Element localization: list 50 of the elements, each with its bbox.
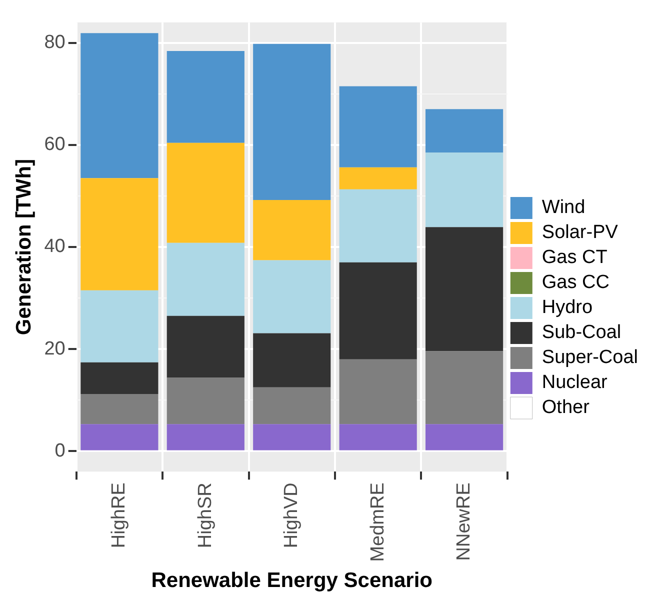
- bar: [80, 362, 158, 394]
- bar: [339, 359, 417, 424]
- bar: [166, 316, 244, 378]
- bar: [425, 109, 504, 153]
- bar: [339, 189, 417, 262]
- x-tick-label: HighSR: [194, 482, 216, 548]
- legend-label: Super-Coal: [542, 347, 638, 368]
- legend-label: Solar-PV: [542, 222, 618, 244]
- bar: [339, 86, 417, 168]
- bar: [425, 152, 504, 228]
- bar: [166, 242, 244, 316]
- x-tick-label: HighRE: [108, 482, 130, 548]
- legend-label: Wind: [542, 197, 586, 218]
- bar: [80, 394, 158, 424]
- y-tick-label: 80: [44, 32, 66, 54]
- bar: [253, 44, 331, 200]
- bar: [425, 424, 504, 450]
- y-tick-label: 60: [44, 134, 66, 156]
- x-axis-title: Renewable Energy Scenario: [151, 569, 433, 592]
- bar: [166, 424, 244, 450]
- y-tick-label: 20: [44, 338, 66, 360]
- bar: [253, 387, 331, 424]
- bar: [80, 290, 158, 362]
- bar: [339, 167, 417, 190]
- legend-label: Gas CT: [542, 247, 608, 268]
- legend-label: Gas CC: [542, 272, 610, 294]
- legend-label: Sub-Coal: [542, 322, 622, 344]
- bar: [425, 227, 504, 352]
- bar: [166, 378, 244, 424]
- x-tick-label: HighVD: [281, 482, 302, 548]
- bar: [253, 200, 331, 260]
- y-tick-label: 0: [54, 440, 66, 462]
- legend-label: Nuclear: [542, 372, 608, 394]
- bar: [425, 351, 504, 424]
- bar: [253, 333, 331, 388]
- y-tick-label: 40: [44, 236, 66, 258]
- x-tick-label: NNewRE: [454, 482, 475, 561]
- y-axis-title: Generation [TWh]: [12, 158, 36, 336]
- bar: [166, 50, 244, 143]
- bar: [253, 424, 331, 450]
- bar: [80, 33, 158, 178]
- bar: [253, 260, 331, 334]
- legend-label: Hydro: [542, 297, 593, 318]
- bar: [80, 178, 158, 290]
- bar: [80, 424, 158, 450]
- bar: [339, 424, 417, 450]
- bar: [339, 262, 417, 360]
- x-tick-label: MedmRE: [367, 482, 388, 562]
- bar: [166, 142, 244, 243]
- legend-label: Other: [542, 397, 590, 418]
